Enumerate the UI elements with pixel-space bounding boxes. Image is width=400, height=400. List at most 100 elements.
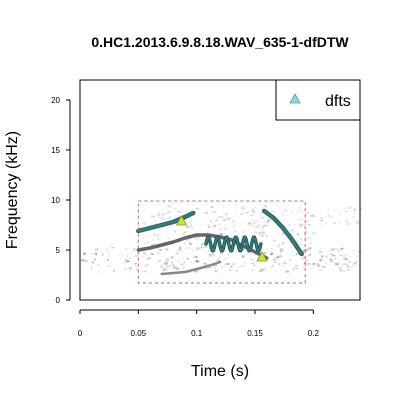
spectrogram-cell-2-23 xyxy=(234,230,237,233)
spectrogram-cell-0-181 xyxy=(175,267,180,270)
spectrogram-cell-1-106 xyxy=(267,219,269,222)
spectrogram-cell-0-79 xyxy=(252,264,257,267)
spectrogram-cell-2-114 xyxy=(187,247,191,250)
spectrogram-cell-2-12 xyxy=(261,228,264,230)
x-axis-label: Time (s) xyxy=(191,363,249,380)
spectrogram-cell-0-168 xyxy=(325,262,327,264)
spectrogram-cell-2-131 xyxy=(156,234,159,236)
spectrogram-cell-0-249 xyxy=(107,254,110,256)
right-trace xyxy=(263,210,303,255)
spectrogram-cell-1-85 xyxy=(245,211,248,214)
spectrogram-cell-1-76 xyxy=(232,220,236,223)
spectrogram-cell-0-205 xyxy=(163,270,165,272)
spectrogram-cell-0-126 xyxy=(81,260,86,262)
spectrogram-cell-0-122 xyxy=(271,264,274,267)
spectrogram-cell-0-258 xyxy=(302,256,306,258)
spectrogram-cell-0-221 xyxy=(127,260,130,262)
spectrogram-cell-2-121 xyxy=(183,231,186,233)
spectrogram-cell-0-55 xyxy=(195,261,199,263)
spectrogram-cell-2-55 xyxy=(201,242,204,245)
spectrogram-cell-0-243 xyxy=(213,264,217,267)
spectrogram-cell-2-86 xyxy=(200,246,204,249)
spectrogram-cell-0-117 xyxy=(279,250,284,254)
spectrogram-cell-0-88 xyxy=(319,260,322,262)
spectrogram-cell-1-77 xyxy=(222,214,225,216)
spectrogram-cell-2-123 xyxy=(271,248,274,250)
spectrogram-cell-1-56 xyxy=(222,218,226,222)
spectrogram-cell-1-8 xyxy=(159,217,161,219)
spectrogram-cell-0-174 xyxy=(146,263,149,266)
spectrogram-cell-0-182 xyxy=(356,255,358,258)
spectrogram-cell-0-144 xyxy=(270,253,274,255)
spectrogram-cell-1-117 xyxy=(250,214,254,216)
spectrogram-cell-0-128 xyxy=(179,249,182,251)
spectrogram-cell-1-26 xyxy=(266,224,268,227)
spectrogram-cell-2-65 xyxy=(276,231,279,234)
spectrogram-cell-0-259 xyxy=(274,269,277,271)
spectrogram-cell-0-46 xyxy=(170,264,172,266)
spectrogram-cell-1-84 xyxy=(334,221,336,224)
spectrogram-cell-0-84 xyxy=(272,259,276,261)
spectrogram-cell-1-50 xyxy=(226,215,228,217)
spectrogram-cell-0-148 xyxy=(125,258,127,261)
spectrogram-cell-0-239 xyxy=(242,255,244,259)
spectrogram-cell-0-228 xyxy=(171,261,173,264)
spectrogram-cell-1-49 xyxy=(247,222,252,225)
legend-label-dfts: dfts xyxy=(325,93,351,110)
spectrogram-cell-0-245 xyxy=(346,264,348,267)
spectrogram-cell-1-86 xyxy=(233,223,237,225)
spectrogram-cell-0-157 xyxy=(250,263,255,265)
spectrogram-cell-1-7 xyxy=(168,216,172,219)
spectrogram-cell-0-8 xyxy=(274,257,277,259)
spectrogram-cell-0-190 xyxy=(305,260,308,262)
spectrogram-cell-2-52 xyxy=(253,222,257,225)
spectrogram-cell-2-111 xyxy=(190,225,193,228)
spectrogram-cell-1-43 xyxy=(320,216,323,219)
spectrogram-cell-1-45 xyxy=(347,207,351,209)
spectrogram-cell-0-251 xyxy=(83,252,86,256)
spectrogram-cell-0-1 xyxy=(94,252,98,255)
spectrogram-cell-1-37 xyxy=(266,220,270,223)
spectrogram-cell-2-66 xyxy=(188,241,191,243)
spectrogram-cell-2-48 xyxy=(255,226,260,228)
spectrogram-cell-0-87 xyxy=(209,254,212,257)
spectrogram-cell-0-178 xyxy=(164,268,168,271)
spectrogram-cell-0-32 xyxy=(249,257,252,259)
spectrogram-cell-0-208 xyxy=(279,248,283,251)
spectrogram-cell-0-231 xyxy=(317,264,320,267)
spectrogram-cell-0-192 xyxy=(214,270,216,272)
legend: dfts xyxy=(275,79,361,121)
spectrogram-cell-0-3 xyxy=(121,262,123,265)
spectrogram-cell-1-1 xyxy=(356,221,360,224)
spectrogram-cell-2-61 xyxy=(186,221,189,224)
spectrogram-cell-2-45 xyxy=(304,231,308,234)
spectrogram-cell-2-11 xyxy=(277,244,280,246)
spectrogram-cell-0-93 xyxy=(109,261,112,263)
spectrogram-cell-1-55 xyxy=(311,214,314,217)
spectrogram-cell-2-113 xyxy=(259,231,263,233)
spectrogram-cell-0-200 xyxy=(343,257,348,261)
spectrogram-cell-1-115 xyxy=(168,210,171,213)
spectrogram-cell-0-241 xyxy=(94,258,97,261)
spectrogram-cell-1-119 xyxy=(297,219,301,221)
spectrogram-cell-1-73 xyxy=(243,206,247,208)
spectrogram-cell-1-61 xyxy=(209,220,213,223)
spectrogram-cell-0-233 xyxy=(278,263,281,266)
x-tick-label-4: 0.2 xyxy=(308,329,320,338)
spectrogram-cell-1-110 xyxy=(299,206,301,209)
spectrogram-cell-0-60 xyxy=(112,269,115,272)
x-tick-label-3: 0.15 xyxy=(247,329,263,338)
spectrogram-cell-0-172 xyxy=(266,248,268,251)
spectrogram-cell-2-79 xyxy=(213,224,216,227)
spectrogram-cell-0-159 xyxy=(230,265,233,268)
spectrogram-cell-0-18 xyxy=(301,258,304,260)
spectrogram-cell-1-5 xyxy=(332,210,336,212)
spectrogram-cell-2-50 xyxy=(260,234,264,237)
spectrogram-cell-1-14 xyxy=(291,211,293,214)
spectrogram-cell-0-149 xyxy=(270,252,274,255)
spectrogram-cell-2-42 xyxy=(167,237,169,239)
spectrogram-cell-2-59 xyxy=(307,237,312,240)
y-tick-label-4: 20 xyxy=(51,96,60,105)
spectrogram-cell-2-109 xyxy=(302,250,305,253)
spectrogram-cell-0-36 xyxy=(325,255,328,258)
